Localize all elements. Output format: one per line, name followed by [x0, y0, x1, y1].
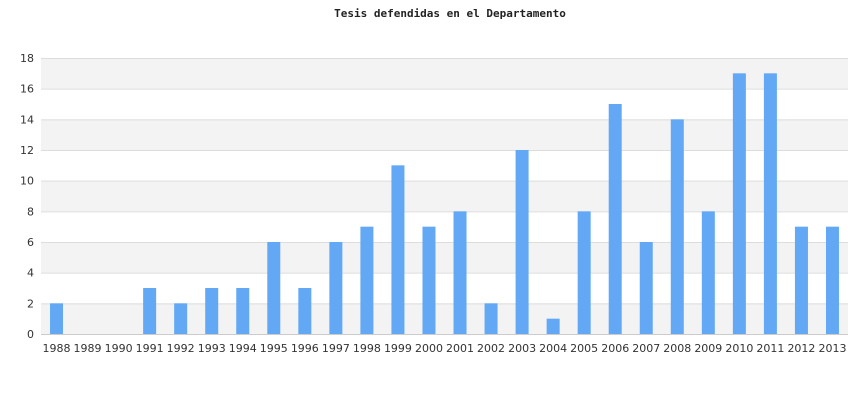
y-tick-label: 18	[20, 52, 34, 65]
bar	[608, 104, 622, 334]
x-tick-label: 2004	[539, 342, 567, 355]
y-tick-label: 10	[20, 175, 34, 188]
y-tick-label: 2	[27, 297, 34, 310]
bar	[546, 318, 560, 334]
bar	[670, 119, 684, 334]
y-tick-label: 4	[27, 267, 34, 280]
bar	[732, 73, 746, 334]
x-tick-label: 2011	[756, 342, 784, 355]
x-tick-label: 2007	[632, 342, 660, 355]
bar	[577, 211, 591, 334]
x-tick-label: 2013	[818, 342, 846, 355]
x-tick-label: 1992	[167, 342, 195, 355]
x-tick-label: 1998	[353, 342, 381, 355]
x-tick-label: 1997	[322, 342, 350, 355]
bar	[763, 73, 777, 334]
bar	[205, 288, 219, 334]
y-axis-ticks: 0 2 4 6 8 10 12 14 16 18	[20, 52, 34, 341]
bar	[236, 288, 250, 334]
grid-band	[41, 180, 848, 212]
x-tick-label: 2000	[415, 342, 443, 355]
bar	[794, 226, 808, 334]
bar	[143, 288, 157, 334]
bars	[50, 73, 839, 334]
bar	[298, 288, 312, 334]
y-tick-label: 8	[27, 205, 34, 218]
x-tick-label: 1989	[74, 342, 102, 355]
bar	[701, 211, 715, 334]
bar	[174, 303, 188, 334]
grid-band	[41, 303, 848, 334]
x-tick-label: 1988	[43, 342, 71, 355]
x-tick-label: 1993	[198, 342, 226, 355]
bar	[267, 242, 281, 334]
bar	[515, 150, 529, 334]
grid-band	[41, 58, 848, 89]
grid-bands	[41, 58, 848, 334]
grid-band	[41, 242, 848, 273]
bar	[360, 226, 374, 334]
y-tick-label: 12	[20, 144, 34, 157]
x-axis-ticks: 1988 1989 1990 1991 1992 1993 1994 1995 1996 1997…	[43, 342, 847, 355]
x-tick-label: 2001	[446, 342, 474, 355]
x-tick-label: 2009	[694, 342, 722, 355]
x-tick-label: 2005	[570, 342, 598, 355]
x-tick-label: 1991	[136, 342, 164, 355]
x-tick-label: 1995	[260, 342, 288, 355]
bar	[484, 303, 498, 334]
x-tick-label: 2002	[477, 342, 505, 355]
y-tick-label: 6	[27, 236, 34, 249]
x-tick-label: 2012	[787, 342, 815, 355]
grid-band	[41, 119, 848, 150]
chart-title: Tesis defendidas en el Departamento	[334, 7, 566, 20]
y-tick-label: 0	[27, 328, 34, 341]
bar	[50, 303, 64, 334]
x-tick-label: 1994	[229, 342, 257, 355]
bar	[422, 226, 436, 334]
x-tick-label: 1999	[384, 342, 412, 355]
bar	[639, 242, 653, 334]
y-tick-label: 14	[20, 113, 34, 126]
bar	[329, 242, 343, 334]
bar	[825, 226, 839, 334]
x-tick-label: 1996	[291, 342, 319, 355]
bar	[391, 165, 405, 334]
x-tick-label: 1990	[105, 342, 133, 355]
x-tick-label: 2008	[663, 342, 691, 355]
x-tick-label: 2003	[508, 342, 536, 355]
x-tick-label: 2010	[725, 342, 753, 355]
x-tick-label: 2006	[601, 342, 629, 355]
y-tick-label: 16	[20, 83, 34, 96]
bar	[453, 211, 467, 334]
